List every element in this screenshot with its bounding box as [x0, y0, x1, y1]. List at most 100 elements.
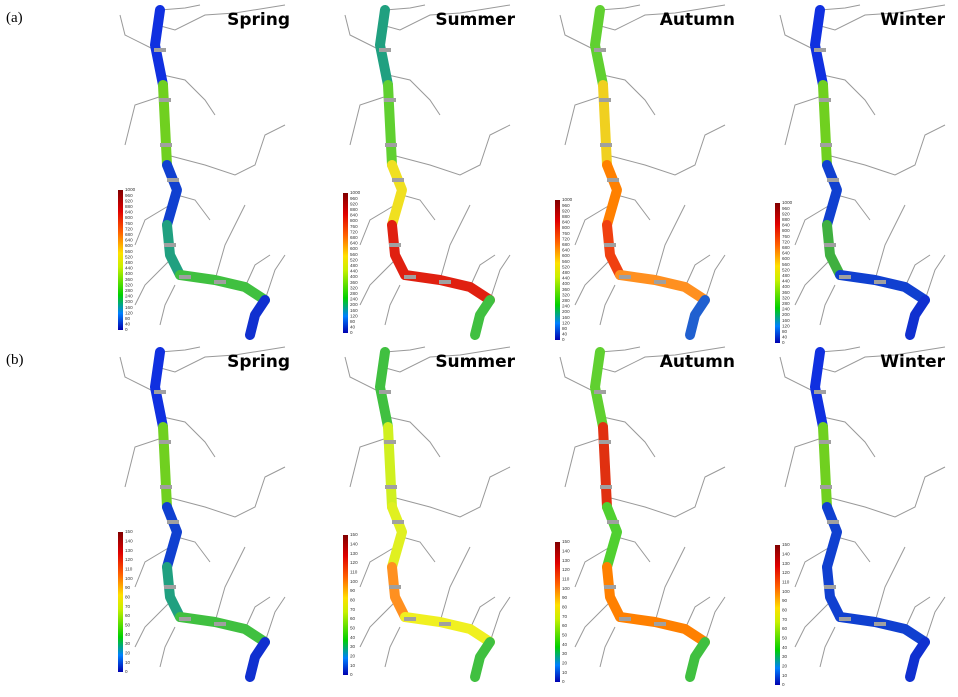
- dam: [379, 48, 391, 52]
- dam: [159, 98, 171, 102]
- colorbar-tick-label: 0: [562, 679, 565, 684]
- tributary: [794, 259, 831, 306]
- tributary: [489, 254, 511, 301]
- colorbar-tick-label: 90: [125, 585, 131, 590]
- dam: [827, 178, 839, 182]
- season-title: Winter: [880, 10, 945, 30]
- colorbar-tick-label: 880: [782, 217, 790, 222]
- river-segment: [602, 502, 622, 572]
- dam: [599, 98, 611, 102]
- colorbar-tick-label: 920: [562, 208, 570, 213]
- colorbar-tick-label: 60: [782, 626, 788, 631]
- colorbar-tick-label: 320: [562, 292, 570, 297]
- tributary: [384, 4, 426, 11]
- tributary: [124, 94, 166, 146]
- colorbar-tick-label: 140: [350, 542, 358, 547]
- colorbar-tick-label: 60: [350, 616, 356, 621]
- colorbar-tick-label: 600: [125, 243, 133, 248]
- tributary: [119, 14, 156, 51]
- tributary: [654, 204, 686, 281]
- tributary: [574, 259, 611, 306]
- tributary: [704, 596, 726, 643]
- tributary: [816, 4, 946, 31]
- tributary: [924, 596, 946, 643]
- colorbar-tick-label: 0: [562, 337, 565, 342]
- river-segment: [162, 220, 185, 280]
- tributary: [401, 194, 436, 221]
- tributary: [469, 254, 496, 288]
- tributary: [244, 254, 271, 288]
- colorbar-tick-label: 720: [350, 229, 358, 234]
- tributary: [214, 546, 246, 623]
- dam: [179, 617, 191, 621]
- map: 1000960920880840800760720680640600560520…: [775, 4, 946, 345]
- colorbar-tick-label: 200: [782, 312, 790, 317]
- tributary: [214, 204, 246, 281]
- colorbar: [343, 535, 348, 675]
- colorbar-tick-label: 80: [350, 598, 356, 603]
- dam: [154, 390, 166, 394]
- dam: [814, 48, 826, 52]
- river-segment: [245, 295, 270, 340]
- colorbar-tick-label: 680: [350, 235, 358, 240]
- colorbar-tick-label: 1000: [782, 200, 793, 205]
- colorbar-tick-label: 600: [350, 246, 358, 251]
- dam: [160, 143, 172, 147]
- dam: [654, 280, 666, 284]
- river-segment: [162, 502, 182, 572]
- tributary: [819, 346, 861, 353]
- tributary: [489, 596, 511, 643]
- river-segment: [245, 637, 270, 682]
- tributary: [602, 416, 656, 458]
- dam: [385, 143, 397, 147]
- colorbar-tick-label: 360: [125, 277, 133, 282]
- colorbar-tick-label: 240: [125, 294, 133, 299]
- dam: [159, 440, 171, 444]
- colorbar: [775, 203, 780, 343]
- colorbar-tick-label: 10: [125, 660, 131, 665]
- tributary: [469, 596, 496, 630]
- tributary: [384, 346, 426, 353]
- dam: [179, 275, 191, 279]
- dam: [814, 390, 826, 394]
- colorbar: [775, 545, 780, 685]
- tributary: [684, 596, 711, 630]
- tributary: [574, 546, 611, 588]
- colorbar-tick-label: 110: [350, 570, 358, 575]
- colorbar-tick-label: 80: [782, 608, 788, 613]
- colorbar-tick-label: 60: [562, 623, 568, 628]
- colorbar-tick-label: 100: [350, 579, 358, 584]
- tributary: [784, 94, 826, 146]
- colorbar-tick-label: 120: [782, 570, 790, 575]
- tributary: [574, 204, 611, 246]
- tributary: [162, 416, 216, 458]
- season-title: Autumn: [660, 10, 735, 30]
- dam: [404, 275, 416, 279]
- river-segment: [162, 562, 185, 622]
- river-segment: [590, 347, 608, 432]
- dam: [607, 178, 619, 182]
- colorbar-tick-label: 480: [562, 270, 570, 275]
- colorbar-tick-label: 20: [350, 654, 356, 659]
- tributary: [124, 436, 166, 488]
- colorbar-tick-label: 920: [350, 201, 358, 206]
- colorbar-tick-label: 280: [782, 301, 790, 306]
- colorbar-tick-label: 160: [350, 308, 358, 313]
- dam: [607, 520, 619, 524]
- colorbar: [555, 542, 560, 682]
- tributary: [134, 546, 171, 588]
- tributary: [156, 346, 286, 373]
- panel-label: (a): [6, 10, 23, 26]
- colorbar-tick-label: 20: [782, 664, 788, 669]
- tributary: [654, 546, 686, 623]
- colorbar-tick-label: 140: [562, 549, 570, 554]
- colorbar-tick-label: 0: [125, 327, 128, 332]
- season-title: Winter: [880, 352, 945, 372]
- tributary: [779, 356, 816, 393]
- colorbar-tick-label: 70: [350, 607, 356, 612]
- colorbar-tick-label: 120: [350, 560, 358, 565]
- colorbar-tick-label: 680: [562, 242, 570, 247]
- map: 1000960920880840800760720680640600560520…: [555, 4, 726, 342]
